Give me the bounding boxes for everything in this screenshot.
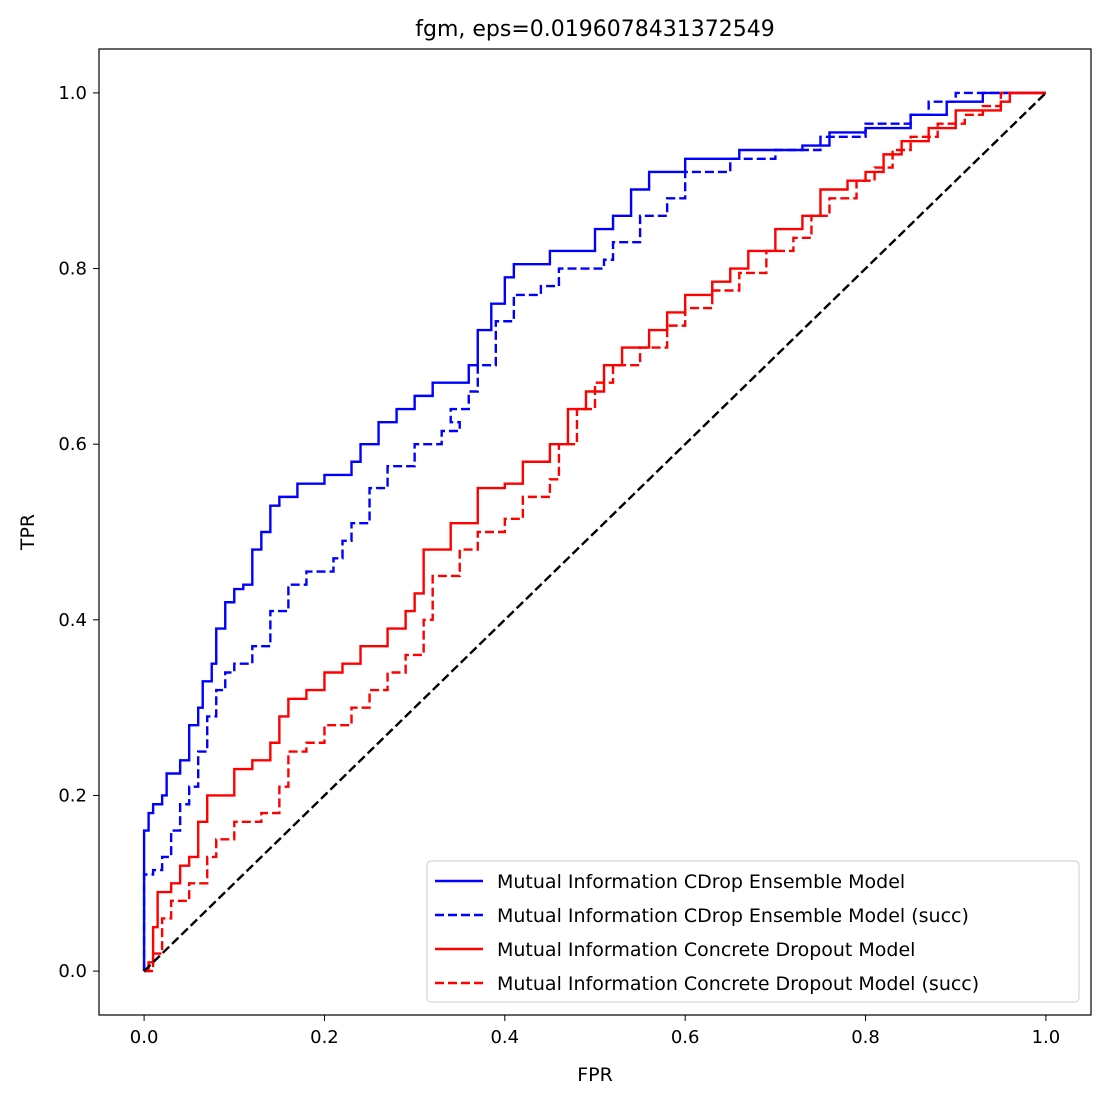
- series-line-2: [144, 91, 1046, 973]
- legend-entry-label: Mutual Information CDrop Ensemble Model: [497, 871, 905, 893]
- x-axis-ticks: 0.0 0.2 0.4 0.6 0.8 1.0: [130, 1015, 1060, 1048]
- y-tick-label: 0.0: [58, 961, 87, 982]
- x-tick-label: 0.2: [310, 1027, 339, 1048]
- x-tick-label: 0.6: [671, 1027, 700, 1048]
- x-tick-label: 0.0: [130, 1027, 159, 1048]
- series-line-0: [142, 91, 1046, 972]
- x-tick-label: 1.0: [1032, 1027, 1061, 1048]
- x-axis-label: FPR: [577, 1064, 613, 1086]
- legend-entry-label: Mutual Information CDrop Ensemble Model …: [497, 905, 969, 927]
- series-line-1: [142, 91, 1046, 972]
- y-tick-label: 0.6: [58, 434, 87, 455]
- y-axis-label: TPR: [17, 514, 39, 551]
- y-tick-label: 0.4: [58, 610, 87, 631]
- x-tick-label: 0.8: [851, 1027, 880, 1048]
- y-axis-ticks: 0.0 0.2 0.4 0.6 0.8 1.0: [58, 83, 99, 982]
- chance-diagonal-line: [143, 92, 1047, 972]
- y-tick-label: 0.2: [58, 785, 87, 806]
- axes-frame: [98, 48, 1092, 1016]
- legend: Mutual Information CDrop Ensemble Model M…: [426, 860, 1080, 1003]
- legend-box: [426, 860, 1080, 1003]
- plot-area: [142, 91, 1047, 973]
- legend-entry-label: Mutual Information Concrete Dropout Mode…: [497, 939, 915, 961]
- chart-title: fgm, eps=0.0196078431372549: [415, 17, 774, 42]
- legend-entry-label: Mutual Information Concrete Dropout Mode…: [497, 973, 979, 995]
- x-tick-label: 0.4: [490, 1027, 519, 1048]
- y-tick-label: 0.8: [58, 259, 87, 280]
- series-line-3: [144, 91, 1046, 973]
- y-tick-label: 1.0: [58, 83, 87, 104]
